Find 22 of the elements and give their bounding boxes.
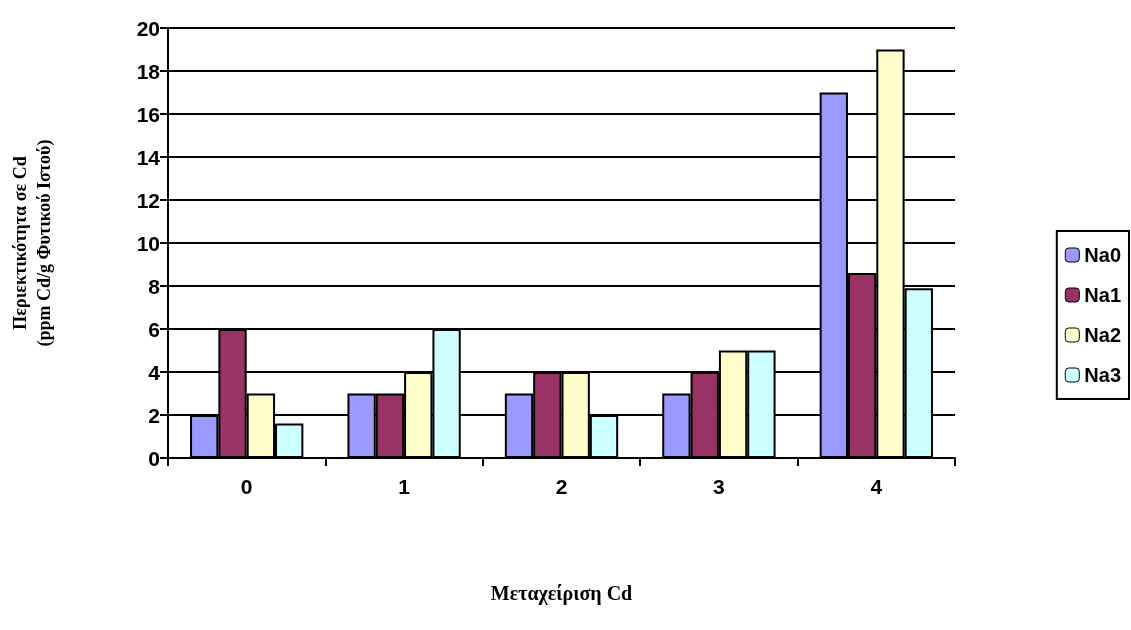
y-tick-label: 16 <box>136 102 160 126</box>
y-tick-label: 12 <box>136 188 160 212</box>
y-tick-label: 10 <box>136 231 160 255</box>
x-tick-label: 3 <box>713 475 725 498</box>
y-tick-label: 6 <box>148 317 160 341</box>
y-tick-label: 14 <box>136 145 161 169</box>
x-tick-label: 4 <box>870 475 883 498</box>
x-tick-label: 0 <box>240 475 253 498</box>
y-tick-label: 0 <box>148 446 160 470</box>
legend-label: Na3 <box>1084 364 1122 386</box>
legend-label: Na1 <box>1084 284 1122 306</box>
x-tick-label: 1 <box>398 475 411 498</box>
y-tick-label: 20 <box>136 16 160 40</box>
legend-label: Na0 <box>1084 244 1122 266</box>
legend-label: Na2 <box>1084 324 1122 346</box>
y-axis-title: Περιεκτικότητα σε Cd (ppm Cd/g Φυτικού Ιστού) <box>10 139 55 347</box>
y-tick-label: 18 <box>136 59 161 83</box>
y-tick-label: 2 <box>148 403 160 427</box>
y-tick-label: 8 <box>148 274 161 298</box>
x-axis-title: Μεταχείριση Cd <box>490 582 633 605</box>
y-tick-label: 4 <box>148 360 161 384</box>
x-tick-label: 2 <box>555 475 568 498</box>
